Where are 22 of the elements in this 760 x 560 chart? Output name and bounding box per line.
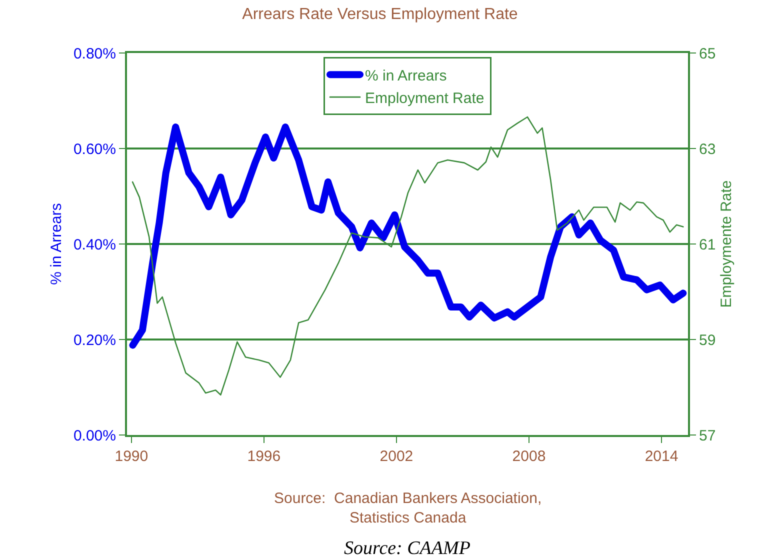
y2-tick-label: 59 bbox=[699, 332, 716, 349]
x-tick-label: 2014 bbox=[644, 448, 678, 465]
y-tick-label: 0.40% bbox=[73, 236, 116, 254]
y-tick-label: 0.60% bbox=[73, 140, 116, 158]
y-tick-label: 0.20% bbox=[73, 332, 116, 349]
legend-label: % in Arrears bbox=[365, 67, 447, 84]
legend-label: Employment Rate bbox=[365, 90, 484, 107]
x-tick-label: 2002 bbox=[380, 448, 414, 465]
chart-title: Arrears Rate Versus Employment Rate bbox=[242, 6, 518, 24]
y2-tick-label: 57 bbox=[699, 427, 716, 444]
y2-tick-label: 61 bbox=[699, 236, 716, 254]
y-tick-label: 0.80% bbox=[73, 45, 116, 62]
y2-tick-label: 65 bbox=[699, 45, 716, 62]
y2-tick-label: 63 bbox=[699, 140, 716, 158]
y2-axis-title: Employmente Rate bbox=[718, 180, 736, 308]
source-note: Source: CAAMP bbox=[344, 538, 471, 559]
y-axis-title: % in Arrears bbox=[48, 203, 66, 285]
y-tick-label: 0.00% bbox=[73, 427, 116, 444]
source-note: Source: Canadian Bankers Association, Statistics Canada bbox=[274, 490, 542, 526]
x-tick-label: 1990 bbox=[114, 448, 148, 465]
x-tick-label: 1996 bbox=[247, 448, 281, 465]
x-tick-label: 2008 bbox=[512, 448, 546, 465]
